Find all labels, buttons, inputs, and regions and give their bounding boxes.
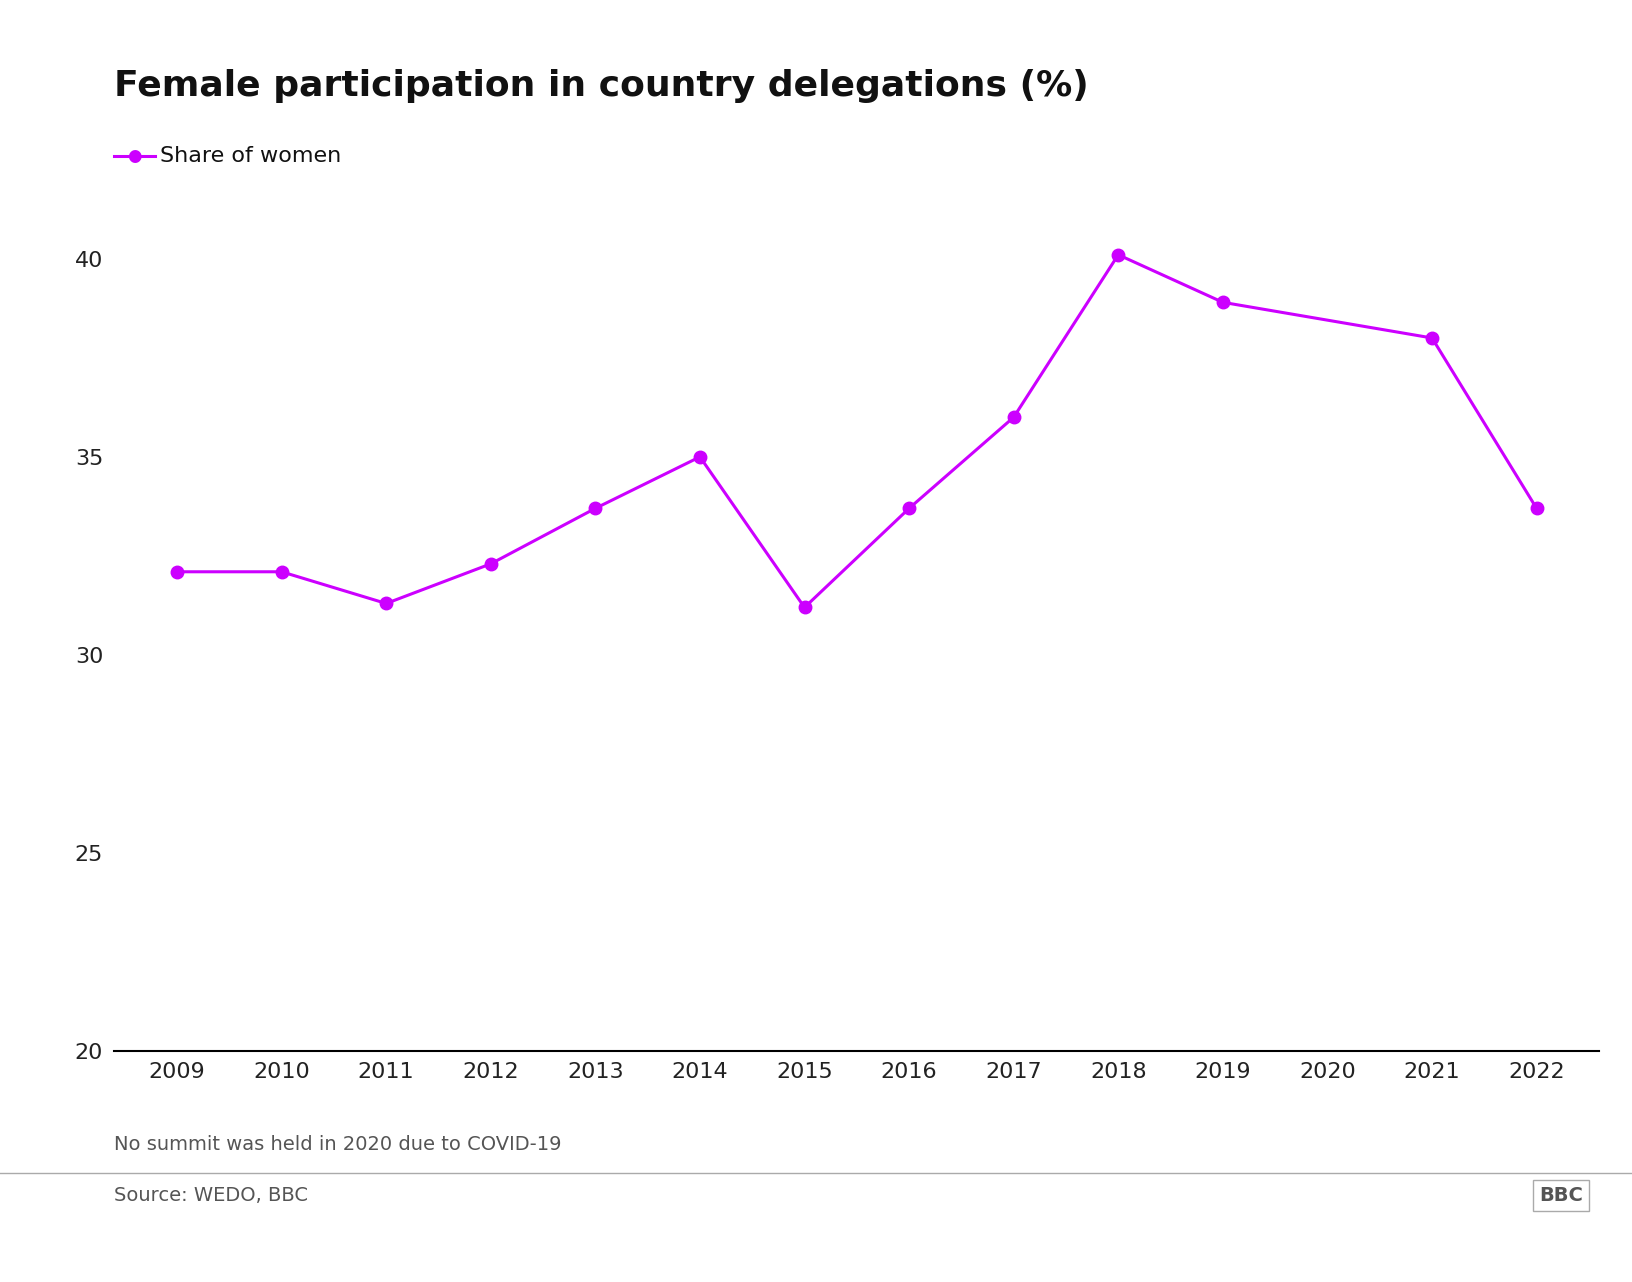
Text: Source: WEDO, BBC: Source: WEDO, BBC (114, 1186, 308, 1205)
Text: BBC: BBC (1539, 1186, 1583, 1205)
Text: Female participation in country delegations (%): Female participation in country delegati… (114, 68, 1089, 103)
Text: Share of women: Share of women (160, 146, 341, 167)
Text: No summit was held in 2020 due to COVID-19: No summit was held in 2020 due to COVID-… (114, 1135, 561, 1154)
Text: ●: ● (127, 147, 142, 165)
